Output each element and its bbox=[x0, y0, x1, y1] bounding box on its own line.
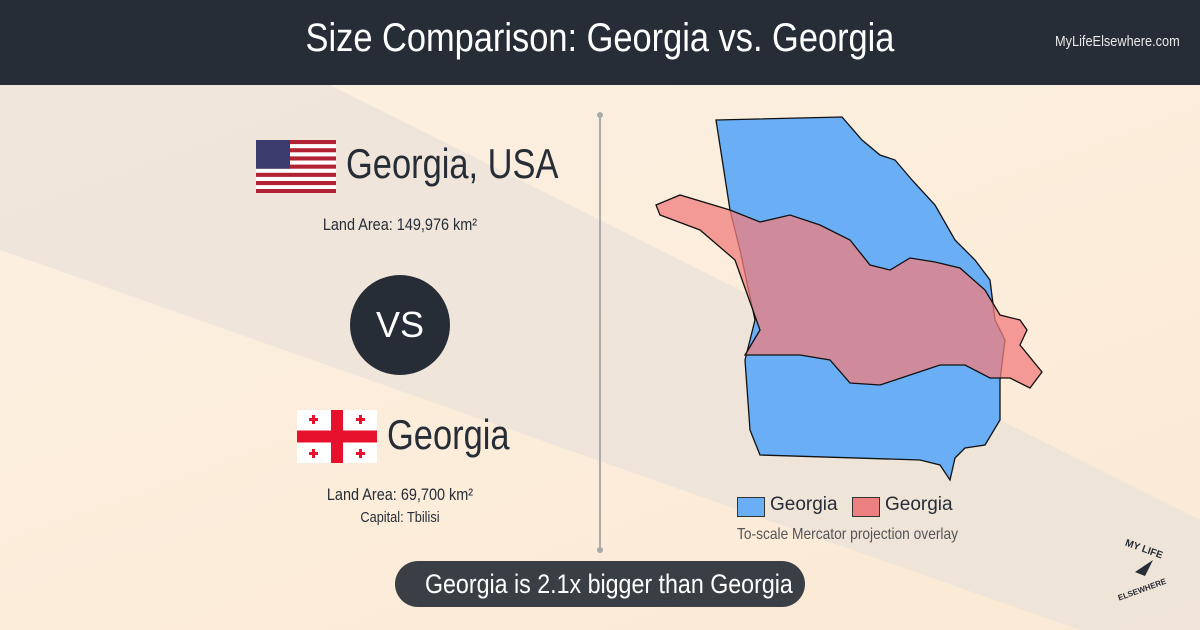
land-area: Land Area: 149,976 km² bbox=[60, 215, 740, 235]
georgia-flag bbox=[297, 410, 377, 463]
us-flag bbox=[256, 140, 336, 193]
vs-badge: VS bbox=[350, 275, 450, 375]
legend-label: Georgia bbox=[885, 494, 953, 515]
title: Size Comparison: Georgia vs. Georgia bbox=[305, 16, 895, 60]
country-name: Georgia, USA bbox=[346, 140, 559, 187]
comparison-statement: Georgia is 2.1x bigger than Georgia bbox=[395, 561, 805, 607]
country-name: Georgia bbox=[387, 411, 510, 458]
logo-icon bbox=[1135, 560, 1153, 576]
land-area: Land Area: 69,700 km² bbox=[60, 485, 740, 505]
georgia-country-shape bbox=[655, 194, 1043, 389]
legend-swatch bbox=[852, 497, 880, 517]
capital: Capital: Tbilisi bbox=[60, 509, 740, 526]
statement-text: Georgia is 2.1x bigger than Georgia bbox=[424, 569, 793, 599]
value: Tbilisi bbox=[406, 509, 440, 526]
header: Size Comparison: Georgia vs. Georgia MyL… bbox=[0, 0, 1200, 85]
legend-swatch bbox=[737, 497, 765, 517]
site-name: MyLifeElsewhere.com bbox=[1055, 33, 1180, 50]
value: 149,976 km² bbox=[396, 215, 478, 234]
legend-label: Georgia bbox=[770, 494, 838, 515]
value: 69,700 km² bbox=[400, 485, 474, 504]
map-caption: To-scale Mercator projection overlay bbox=[737, 526, 959, 543]
label: Land Area: bbox=[326, 485, 397, 504]
label: Land Area: bbox=[322, 215, 393, 234]
label: Capital: bbox=[360, 509, 404, 526]
